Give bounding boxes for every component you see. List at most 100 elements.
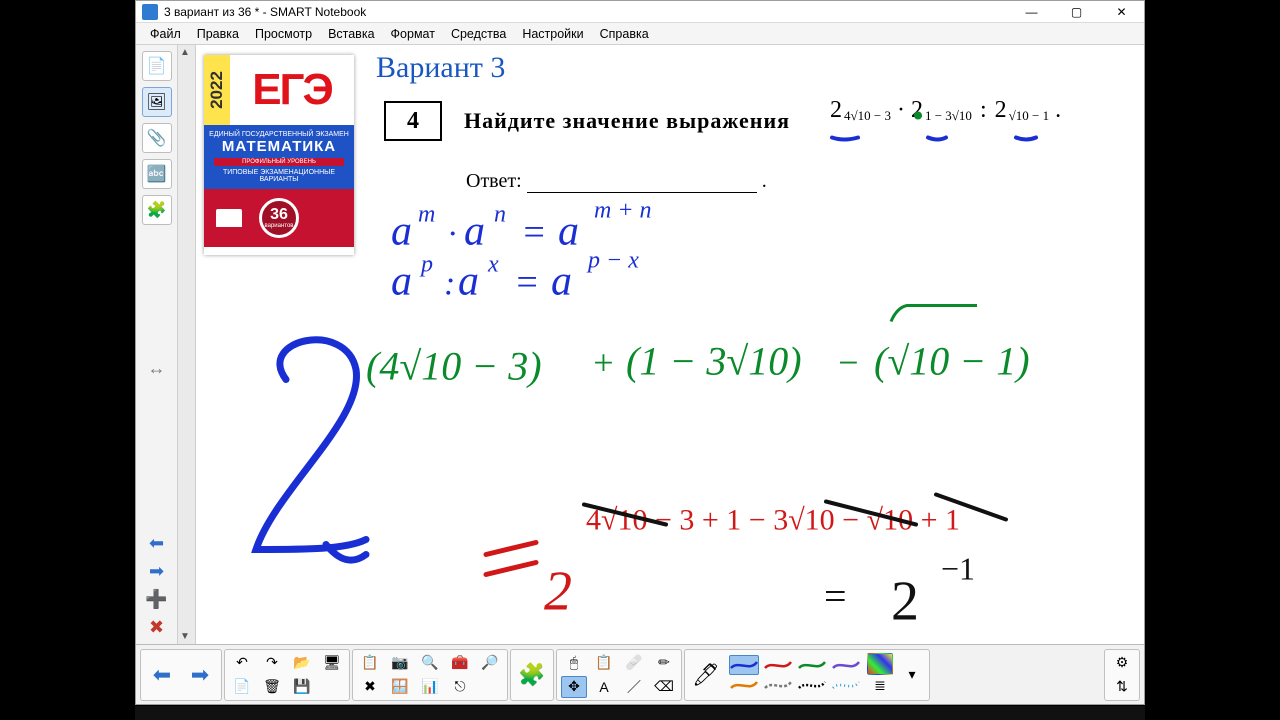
close-button[interactable]: ✕ (1099, 1, 1144, 23)
new-button[interactable]: 📄 (229, 676, 255, 698)
page-prev-button[interactable]: ⬅ (145, 652, 179, 698)
app-window: 3 вариант из 36 * - SMART Notebook — ▢ ✕… (135, 0, 1145, 705)
app-icon (142, 4, 158, 20)
side-addon-icon[interactable]: 🧩 (142, 195, 172, 225)
window-title: 3 вариант из 36 * - SMART Notebook (164, 5, 1009, 19)
options-button[interactable]: ⚙ (1109, 652, 1135, 674)
svg-text:a: a (558, 209, 579, 255)
pen-marker-icon[interactable]: 🖊 (689, 652, 723, 698)
side-gallery-icon[interactable]: 🖼 (142, 87, 172, 117)
page-next-button[interactable]: ➡ (183, 652, 217, 698)
side-prev-page[interactable]: ⬅ (143, 532, 171, 554)
svg-text:=: = (521, 212, 547, 254)
svg-text:m + n: m + n (594, 198, 652, 224)
grp-capture: 📋 📷 🔍 🧰 🔎 ✖ 🪟 📊 ⎋ (352, 649, 508, 701)
menu-settings[interactable]: Настройки (514, 25, 591, 43)
tool-clip[interactable]: 📋 (591, 652, 617, 674)
undo-button[interactable]: ↶ (229, 652, 255, 674)
pen-red[interactable] (763, 655, 793, 675)
svg-text:x: x (487, 252, 499, 278)
side-del-page[interactable]: ✖ (143, 616, 171, 638)
svg-text:=: = (514, 262, 540, 304)
grp-page-nav: ⬅ ➡ (140, 649, 222, 701)
tool-pen[interactable]: ✏ (651, 652, 677, 674)
svg-text:p − x: p − x (586, 248, 639, 274)
pen-green[interactable] (797, 655, 827, 675)
move-toolbar[interactable]: ⇅ (1109, 676, 1135, 698)
tool-pointer[interactable]: 🖱 (561, 652, 587, 674)
pens-dropdown[interactable]: ▾ (899, 652, 925, 698)
grp-pens: 🖊 ≣ (684, 649, 930, 701)
scroll-up-icon[interactable]: ▲ (180, 47, 190, 58)
body: 📄 🖼 📎 🔤 🧩 ↔ ⬅ ➡ ➕ ✖ ▲ ▼ (136, 45, 1144, 644)
ink-black-result: = 2 −1 (824, 551, 975, 633)
pen-black[interactable] (797, 675, 827, 695)
delete-button[interactable]: 🗑 (259, 676, 285, 698)
tool-del[interactable]: ⌫ (651, 676, 677, 698)
grp-select-tools: 🖱 📋 🩹 ✏ ✥ A ／ ⌫ (556, 649, 682, 701)
menu-help[interactable]: Справка (592, 25, 657, 43)
side-page-icon[interactable]: 📄 (142, 51, 172, 81)
maximize-button[interactable]: ▢ (1054, 1, 1099, 23)
whiteboard-canvas[interactable]: 2022 ЕГЭ ЕДИНЫЙ ГОСУДАРСТВЕННЫЙ ЭКЗАМЕН … (196, 45, 1144, 644)
ink-red-step: 2 4√10 − 3 + 1 − 3√10 − √10 + 1 (486, 504, 960, 623)
menu-edit[interactable]: Правка (189, 25, 247, 43)
side-text-icon[interactable]: 🔤 (142, 159, 172, 189)
svg-text:+: + (591, 343, 615, 383)
menu-insert[interactable]: Вставка (320, 25, 382, 43)
side-resize-icon[interactable]: ↔ (143, 357, 171, 379)
svg-text:a: a (391, 209, 412, 255)
taskbar (135, 706, 1145, 720)
side-attach-icon[interactable]: 📎 (142, 123, 172, 153)
menu-bar: Файл Правка Просмотр Вставка Формат Сред… (136, 23, 1144, 45)
edit-window[interactable]: 🪟 (387, 676, 413, 698)
capture-cam[interactable]: 📷 (387, 652, 413, 674)
svg-text:·: · (448, 216, 457, 253)
pen-gray[interactable] (763, 675, 793, 695)
menu-view[interactable]: Просмотр (247, 25, 320, 43)
pen-orange[interactable] (729, 675, 759, 695)
menu-file[interactable]: Файл (142, 25, 189, 43)
grp-puzzle: 🧩 (510, 649, 554, 701)
capture-tool[interactable]: 🧰 (447, 652, 473, 674)
edit-table[interactable]: 📊 (417, 676, 443, 698)
pen-purple[interactable] (831, 655, 861, 675)
grp-options: ⚙ ⇅ (1104, 649, 1140, 701)
edit-close[interactable]: ✖ (357, 676, 383, 698)
color-swatch[interactable] (867, 653, 893, 675)
page-scrollbar[interactable]: ▲ ▼ (178, 45, 196, 644)
svg-text:a: a (464, 209, 485, 255)
capture-mag[interactable]: 🔎 (477, 652, 503, 674)
ink-layer: am · an = am + n ap : ax = ap − x (196, 45, 1144, 644)
tool-move[interactable]: ✥ (561, 676, 587, 698)
svg-text:2: 2 (891, 571, 919, 633)
line-style[interactable]: ≣ (867, 675, 893, 697)
minimize-button[interactable]: — (1009, 1, 1054, 23)
tool-line[interactable]: ／ (621, 676, 647, 698)
svg-text:(4√10 − 3): (4√10 − 3) (366, 344, 542, 389)
redo-button[interactable]: ↷ (259, 652, 285, 674)
svg-text:(√10 − 1): (√10 − 1) (874, 339, 1030, 384)
menu-tools[interactable]: Средства (443, 25, 514, 43)
save-button[interactable]: 💾 (289, 676, 315, 698)
side-next-page[interactable]: ➡ (143, 560, 171, 582)
tool-text[interactable]: A (591, 676, 617, 698)
capture-clip[interactable]: 📋 (357, 652, 383, 674)
tool-erase[interactable]: 🩹 (621, 652, 647, 674)
side-add-page[interactable]: ➕ (143, 588, 171, 610)
pen-blue[interactable] (729, 655, 759, 675)
svg-text:2: 2 (544, 561, 572, 623)
edit-esc[interactable]: ⎋ (447, 676, 473, 698)
capture-zoom[interactable]: 🔍 (417, 652, 443, 674)
addon-button[interactable]: 🧩 (515, 652, 549, 698)
svg-text:a: a (458, 259, 479, 305)
menu-format[interactable]: Формат (383, 25, 443, 43)
open-button[interactable]: 📂 (289, 652, 315, 674)
screen-button[interactable]: 🖥 (319, 652, 345, 674)
scroll-down-icon[interactable]: ▼ (180, 631, 190, 642)
svg-text:a: a (391, 259, 412, 305)
grp-history: ↶ ↷ 📂 🖥 📄 🗑 💾 (224, 649, 350, 701)
ink-big-two (256, 340, 366, 560)
pen-cyan[interactable] (831, 675, 861, 695)
bottom-toolbar: ⬅ ➡ ↶ ↷ 📂 🖥 📄 🗑 💾 📋 (136, 644, 1144, 704)
